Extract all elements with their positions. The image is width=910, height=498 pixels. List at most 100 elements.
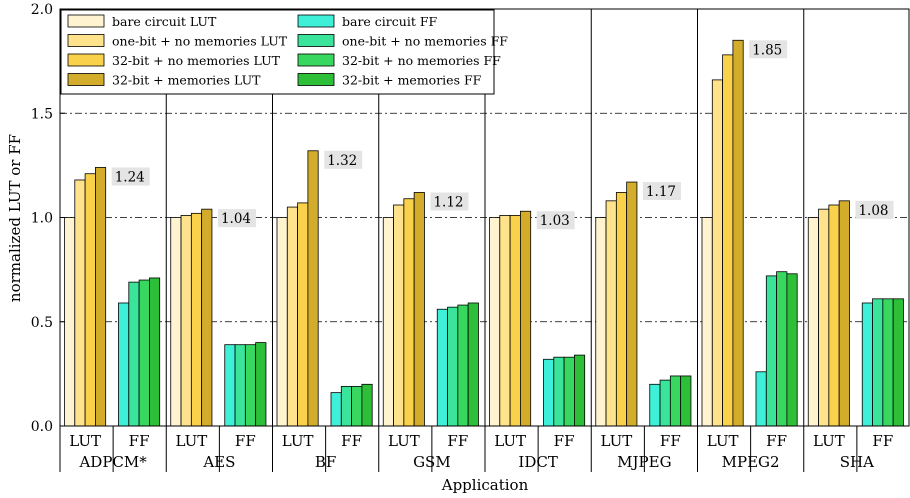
bar [701,217,713,427]
metric-label: FF [872,432,893,450]
bar [828,204,840,427]
bar [351,385,363,427]
metric-label: LUT [388,432,420,450]
bar [403,198,415,427]
legend-label: bare circuit FF [342,14,437,29]
bar [201,208,213,427]
bar [413,192,425,427]
bar [649,383,661,427]
bar [255,342,267,427]
bar [467,302,479,427]
bar [190,212,203,427]
data-labels: 1.24 1.04 1.32 1.12 1.03 1.17 1.85 1.08 [111,40,894,230]
legend-swatch [297,34,335,47]
bar [307,150,319,427]
y-tick-label: 2.0 [31,2,53,18]
bar [393,204,405,427]
bar [148,277,161,427]
bar [838,200,850,427]
bar [330,392,342,427]
bar [786,273,798,427]
y-tick-label: 0.5 [31,315,53,331]
metric-label: FF [341,432,362,450]
metric-label: FF [129,432,150,450]
legend-label: one-bit + no memories FF [342,34,508,49]
bar [499,215,511,427]
bar [776,271,788,427]
legend-label: one-bit + no memories LUT [112,34,288,49]
y-tick-label: 1.0 [31,211,53,227]
bar [170,217,182,427]
data-label-box [749,40,788,59]
bar [128,281,140,427]
bar [224,344,236,427]
bar [882,298,894,427]
data-label-box [111,167,150,186]
metric-label: FF [235,432,256,450]
bar [84,173,96,427]
bar [765,275,777,427]
data-label: 1.08 [858,203,888,219]
bar [436,308,448,427]
metric-label: LUT [494,432,526,450]
metric-label: LUT [707,432,739,450]
legend-label: 32-bit + no memories LUT [112,53,281,68]
metric-label: LUT [282,432,314,450]
metric-label: LUT [813,432,845,450]
bar [755,371,767,427]
metric-label: LUT [175,432,207,450]
metric-label: LUT [69,432,101,450]
metric-label: FF [554,432,575,450]
bar [64,217,76,427]
data-label-box [855,200,894,219]
metric-label: FF [660,432,681,450]
data-label: 1.85 [752,42,782,58]
bar [447,306,459,427]
metric-label: FF [447,432,468,450]
bar [520,210,532,427]
bar [118,302,130,427]
data-label: 1.17 [646,184,676,200]
bar [95,167,107,427]
bar [595,217,607,427]
y-axis-title: normalized LUT or FF [6,134,24,302]
bar [659,379,671,427]
legend-box [60,9,495,95]
bar [722,54,734,427]
data-label: 1.03 [540,213,570,229]
bar [892,298,904,427]
bar [553,356,565,427]
bar [711,79,723,427]
bar [361,383,373,427]
legend: bare circuit LUT one-bit + no memories LU… [60,9,508,95]
legend-label: bare circuit LUT [112,14,217,29]
bar [872,298,884,427]
data-label-box [217,209,256,228]
bar [807,217,819,427]
bar [382,217,394,427]
bar [680,375,692,427]
bar [276,217,288,427]
bar [543,358,555,427]
data-label: 1.04 [221,211,251,227]
bar [574,354,586,427]
bars [64,39,904,427]
bar [244,344,257,427]
bar [605,200,617,427]
bar [340,385,352,427]
legend-swatch [297,53,335,67]
y-tick-label: 1.5 [31,106,53,122]
metric-label: FF [766,432,787,450]
data-label: 1.24 [115,169,145,185]
bar [509,215,521,427]
legend-swatch [297,73,335,86]
bar [286,206,298,427]
metric-label: LUT [600,432,632,450]
data-label-box [430,192,469,211]
legend-swatch [67,73,105,86]
legend-swatch [297,14,335,28]
bar [669,375,682,427]
legend-label: 32-bit + no memories FF [342,53,501,68]
legend-label: 32-bit + memories FF [342,73,482,88]
